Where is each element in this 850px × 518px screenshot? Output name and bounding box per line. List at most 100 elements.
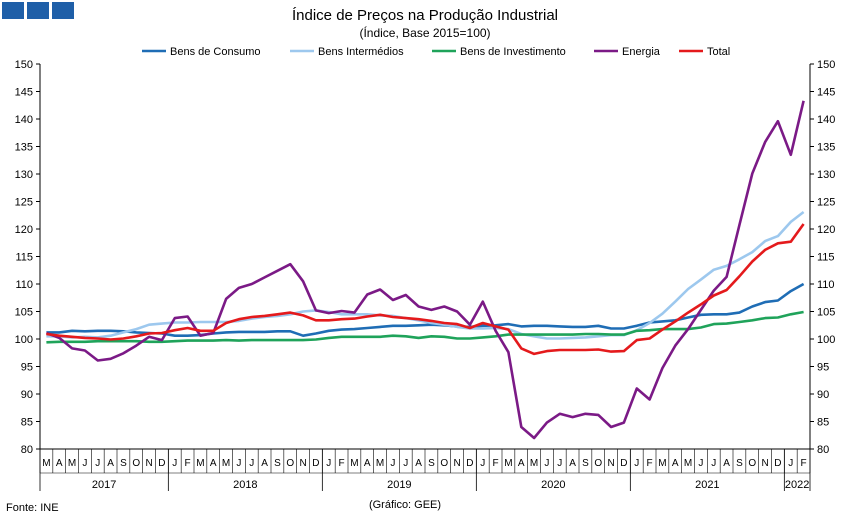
y-tick-label-right: 110 (817, 279, 835, 291)
month-label: J (82, 458, 87, 469)
credit-note: (Gráfico: GEE) (369, 499, 441, 511)
month-label: M (68, 458, 76, 469)
y-tick-label-right: 100 (817, 334, 835, 346)
legend-item: Bens de Investimento (432, 46, 566, 58)
y-tick-label-right: 85 (817, 417, 829, 429)
month-label: A (672, 458, 679, 469)
y-tick-label-left: 80 (21, 444, 33, 456)
month-label: A (261, 458, 268, 469)
month-label: D (774, 458, 781, 469)
y-tick-label-right: 150 (817, 59, 835, 71)
month-label: M (222, 458, 230, 469)
ine-logo (2, 2, 74, 19)
year-label: 2018 (233, 479, 257, 491)
month-label: F (647, 458, 653, 469)
month-label: F (339, 458, 345, 469)
chart-title: Índice de Preços na Produção Industrial (292, 7, 558, 24)
month-label: D (620, 458, 627, 469)
legend-item: Energia (594, 46, 661, 58)
month-label: O (594, 458, 602, 469)
y-tick-label-right: 145 (817, 87, 835, 99)
legend-label: Bens de Consumo (170, 46, 261, 58)
y-tick-label-right: 125 (817, 197, 835, 209)
month-label: N (299, 458, 306, 469)
legend: Bens de Consumo Bens Intermédios Bens de I… (142, 46, 730, 58)
month-label: J (557, 458, 562, 469)
year-label: 2017 (92, 479, 116, 491)
y-tick-label-right: 80 (817, 444, 829, 456)
year-label: 2022 (785, 479, 809, 491)
month-label: J (172, 458, 177, 469)
month-label: F (185, 458, 191, 469)
month-label: A (364, 458, 371, 469)
month-label: S (582, 458, 589, 469)
legend-label: Bens Intermédios (318, 46, 404, 58)
y-tick-label-left: 110 (15, 279, 33, 291)
year-label: 2020 (541, 479, 565, 491)
legend-item: Bens Intermédios (290, 46, 404, 58)
month-label: D (312, 458, 319, 469)
source-note: Fonte: INE (6, 502, 59, 514)
month-label: S (428, 458, 435, 469)
y-tick-label-left: 140 (15, 114, 33, 126)
month-label: A (210, 458, 217, 469)
month-label: J (236, 458, 241, 469)
month-label: D (466, 458, 473, 469)
month-label: J (544, 458, 549, 469)
month-label: M (658, 458, 666, 469)
month-label: S (274, 458, 281, 469)
month-label: A (569, 458, 576, 469)
month-label: M (684, 458, 692, 469)
month-label: J (634, 458, 639, 469)
month-label: M (350, 458, 358, 469)
y-tick-label-left: 90 (21, 389, 33, 401)
month-label: N (761, 458, 768, 469)
y-tick-label-left: 100 (15, 334, 33, 346)
y-tick-label-left: 120 (15, 224, 33, 236)
y-tick-label-left: 150 (15, 59, 33, 71)
series-line-total (46, 223, 805, 356)
month-label: F (801, 458, 807, 469)
month-label: O (286, 458, 294, 469)
month-label: A (415, 458, 422, 469)
month-label: J (711, 458, 716, 469)
legend-label: Bens de Investimento (460, 46, 566, 58)
chart-subtitle: (Índice, Base 2015=100) (359, 25, 490, 40)
month-label: N (607, 458, 614, 469)
logo-block (2, 2, 24, 19)
series-line-energia (45, 100, 805, 440)
month-label: O (748, 458, 756, 469)
y-tick-label-right: 95 (817, 362, 829, 374)
month-label: J (480, 458, 485, 469)
month-label: S (736, 458, 743, 469)
month-label: M (530, 458, 538, 469)
logo-block (52, 2, 74, 19)
month-label: J (403, 458, 408, 469)
axes: 80 80 85 85 90 90 95 95 100 100 105 105 110 110 115 115… (15, 59, 835, 491)
month-label: J (390, 458, 395, 469)
month-label: N (145, 458, 152, 469)
y-tick-label-left: 95 (21, 362, 33, 374)
month-label: A (518, 458, 525, 469)
month-label: A (723, 458, 730, 469)
y-tick-label-right: 105 (817, 307, 835, 319)
y-tick-label-left: 135 (15, 142, 33, 154)
y-tick-label-left: 130 (15, 169, 33, 181)
month-label: S (120, 458, 127, 469)
series-lines (45, 100, 805, 440)
y-tick-label-left: 145 (15, 87, 33, 99)
y-tick-label-right: 140 (817, 114, 835, 126)
month-label: O (440, 458, 448, 469)
month-label: N (453, 458, 460, 469)
y-tick-label-left: 85 (21, 417, 33, 429)
month-label: M (196, 458, 204, 469)
month-label: J (249, 458, 254, 469)
month-label: A (56, 458, 63, 469)
y-tick-label-right: 120 (817, 224, 835, 236)
series-line-bens-de-investimento (46, 310, 804, 344)
month-label: A (107, 458, 114, 469)
y-tick-label-left: 115 (15, 252, 33, 264)
month-label: D (158, 458, 165, 469)
month-label: J (326, 458, 331, 469)
